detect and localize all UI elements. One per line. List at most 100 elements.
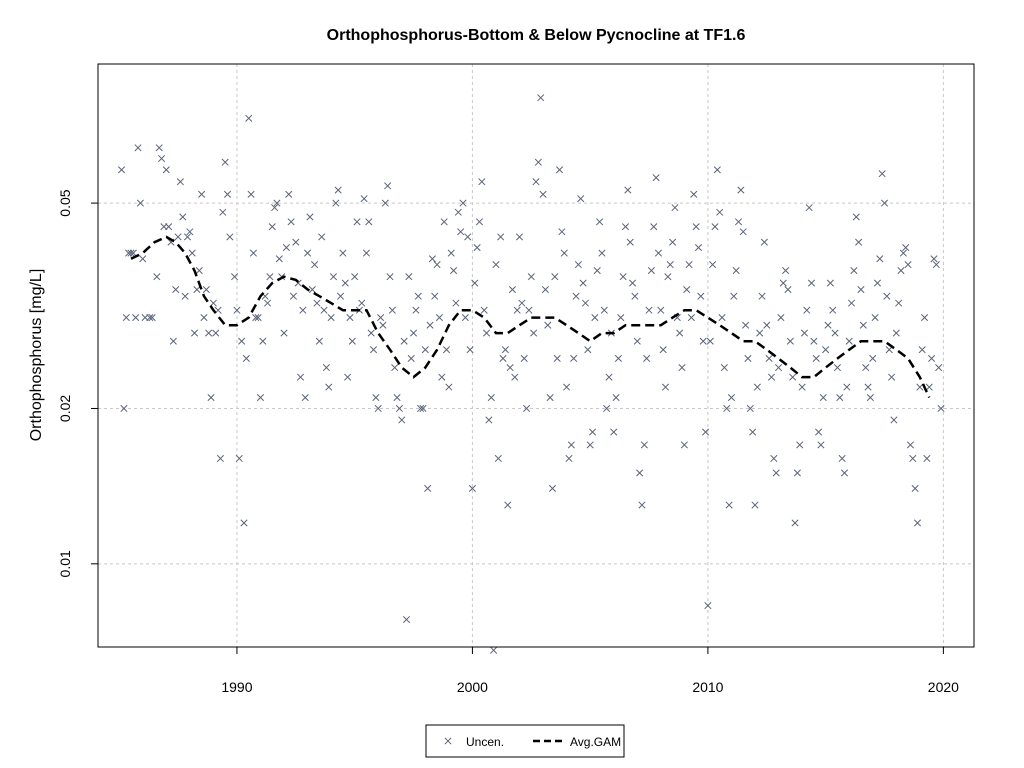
data-point xyxy=(612,393,620,402)
data-point xyxy=(490,646,498,654)
data-point xyxy=(652,174,660,182)
data-point xyxy=(136,199,144,207)
data-point xyxy=(384,182,392,190)
data-point xyxy=(555,166,564,174)
data-point xyxy=(760,238,768,246)
legend-gam-label: Avg.GAM xyxy=(570,735,621,749)
data-point xyxy=(631,292,639,300)
data-point xyxy=(574,261,582,269)
data-point xyxy=(464,233,472,241)
data-point xyxy=(468,484,476,492)
data-point xyxy=(421,346,429,354)
data-point xyxy=(855,238,863,246)
data-point xyxy=(864,383,872,391)
data-point xyxy=(292,238,300,246)
data-point xyxy=(273,199,281,207)
data-point xyxy=(381,199,389,207)
data-point xyxy=(857,285,865,294)
data-point xyxy=(798,383,806,391)
data-point xyxy=(351,273,359,281)
data-point xyxy=(511,373,519,381)
data-point xyxy=(767,373,776,381)
data-point xyxy=(304,249,312,257)
data-point xyxy=(692,223,700,231)
data-point xyxy=(570,354,578,363)
data-point xyxy=(391,364,399,372)
data-point xyxy=(447,249,455,257)
data-point xyxy=(935,364,943,372)
data-point xyxy=(704,602,712,610)
data-point xyxy=(200,314,208,322)
data-point xyxy=(263,299,272,307)
data-point xyxy=(146,314,154,322)
data-point xyxy=(527,273,535,281)
data-point xyxy=(923,454,931,463)
data-point xyxy=(515,233,524,241)
data-point xyxy=(791,519,799,527)
data-point xyxy=(810,337,818,345)
y-tick-label: 0.02 xyxy=(57,395,73,422)
data-point xyxy=(480,306,488,314)
data-point xyxy=(532,178,540,186)
data-point xyxy=(753,383,761,391)
data-point xyxy=(796,441,804,449)
data-point xyxy=(553,354,561,363)
data-point xyxy=(482,329,491,337)
data-point xyxy=(829,306,837,314)
data-point xyxy=(492,261,500,269)
data-point xyxy=(737,186,745,194)
data-point xyxy=(452,299,460,307)
data-point xyxy=(880,199,889,207)
data-point xyxy=(782,267,790,275)
data-point xyxy=(697,292,705,300)
data-point xyxy=(431,292,439,300)
data-point xyxy=(723,404,731,413)
data-point xyxy=(850,267,858,275)
data-point xyxy=(572,292,580,300)
data-point xyxy=(911,484,919,492)
data-point xyxy=(784,285,792,294)
data-point xyxy=(539,190,547,198)
data-point xyxy=(932,261,940,269)
data-point xyxy=(904,261,912,269)
data-point xyxy=(212,329,220,337)
data-point xyxy=(640,441,648,449)
data-point xyxy=(742,321,750,329)
data-point xyxy=(153,273,161,281)
data-point xyxy=(299,306,307,314)
data-point xyxy=(628,279,637,287)
data-point xyxy=(296,373,305,381)
data-point xyxy=(369,346,378,354)
data-point xyxy=(916,383,924,391)
data-point xyxy=(132,314,140,322)
data-point xyxy=(205,329,213,337)
data-point xyxy=(402,615,411,624)
data-point xyxy=(457,228,465,236)
data-point xyxy=(937,404,945,413)
data-point xyxy=(395,404,403,413)
data-point xyxy=(249,249,257,257)
data-point xyxy=(624,186,632,194)
data-point xyxy=(193,285,201,294)
data-point xyxy=(254,314,262,322)
data-point xyxy=(859,321,867,329)
legend-uncen-marker xyxy=(444,737,452,745)
data-point xyxy=(176,178,184,186)
data-point xyxy=(365,218,373,226)
data-point xyxy=(786,337,794,345)
data-point xyxy=(890,416,898,424)
data-point xyxy=(895,299,903,307)
data-point xyxy=(165,223,173,231)
data-point xyxy=(711,223,719,231)
data-point xyxy=(518,299,526,307)
x-tick-label: 1990 xyxy=(221,679,252,695)
data-point xyxy=(318,233,326,241)
data-point xyxy=(751,501,759,509)
data-point xyxy=(843,383,851,391)
data-point xyxy=(626,238,634,246)
data-point xyxy=(836,393,844,402)
data-point xyxy=(805,204,813,212)
data-point xyxy=(195,267,203,275)
data-point xyxy=(826,279,834,287)
data-point xyxy=(847,299,856,307)
